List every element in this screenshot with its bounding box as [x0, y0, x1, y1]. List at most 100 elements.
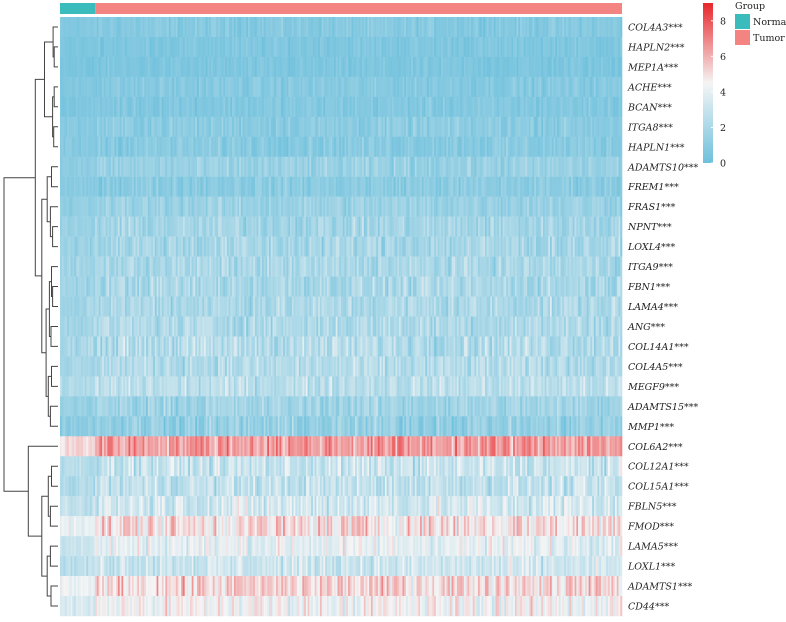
heatmap-cell	[326, 236, 330, 257]
heatmap-cell	[413, 156, 416, 177]
heatmap-cell	[216, 17, 219, 38]
heatmap-cell	[147, 17, 150, 38]
heatmap-cell	[328, 56, 331, 78]
heatmap-cell	[223, 316, 226, 337]
heatmap-cell	[261, 276, 265, 297]
heatmap-cell	[147, 96, 150, 118]
heatmap-cell	[337, 196, 340, 217]
heatmap-cell	[314, 96, 317, 118]
heatmap-cell	[70, 256, 73, 277]
heatmap-cell	[158, 196, 161, 217]
heatmap-cell	[277, 116, 280, 137]
heatmap-cell	[372, 196, 375, 217]
heatmap-cell	[379, 36, 382, 58]
heatmap-cell	[267, 276, 270, 297]
heatmap-cell	[251, 136, 254, 157]
heatmap-cell	[414, 96, 417, 118]
heatmap-cell	[488, 36, 491, 58]
heatmap-cell	[349, 156, 352, 177]
heatmap-cell	[383, 296, 386, 317]
heatmap-cell	[579, 176, 582, 197]
heatmap-cell	[65, 196, 68, 217]
heatmap-cell	[244, 236, 247, 257]
heatmap-cell	[65, 236, 68, 257]
heatmap-cell	[147, 136, 150, 157]
heatmap-cell	[393, 256, 396, 277]
heatmap-cell	[154, 256, 157, 277]
heatmap-cell	[611, 196, 614, 217]
heatmap-cell	[110, 196, 113, 217]
heatmap-cell	[228, 76, 231, 98]
heatmap-cell	[376, 56, 379, 78]
heatmap-cell	[239, 156, 242, 177]
heatmap-cell	[286, 176, 289, 197]
heatmap-cell	[597, 236, 600, 257]
heatmap-cell	[551, 196, 554, 217]
heatmap-cell	[604, 296, 607, 317]
heatmap-cell	[463, 36, 466, 58]
heatmap-cell	[518, 276, 521, 297]
heatmap-cell	[593, 36, 596, 58]
heatmap-cell	[67, 196, 70, 217]
heatmap-cell	[377, 276, 380, 297]
heatmap-cell	[316, 196, 319, 217]
heatmap-cell	[495, 156, 498, 177]
heatmap-cell	[123, 176, 126, 197]
heatmap-cell	[571, 236, 574, 257]
heatmap-cell	[356, 176, 359, 197]
heatmap-cell	[462, 76, 465, 98]
heatmap-cell	[560, 296, 563, 317]
heatmap-cell	[579, 116, 582, 137]
heatmap-cell	[258, 196, 261, 217]
heatmap-cell	[376, 216, 379, 237]
heatmap-cell	[218, 196, 221, 217]
heatmap-cell	[356, 96, 359, 118]
heatmap-cell	[356, 136, 359, 157]
heatmap-cell	[428, 56, 431, 78]
heatmap-cell	[311, 56, 314, 78]
heatmap-cell	[290, 36, 293, 58]
heatmap-cell	[462, 236, 465, 257]
heatmap-cell	[381, 116, 384, 137]
heatmap-cell	[233, 116, 236, 137]
heatmap-cell	[258, 116, 261, 137]
heatmap-cell	[249, 17, 252, 38]
heatmap-cell	[458, 96, 461, 118]
heatmap-cell	[276, 256, 279, 277]
heatmap-cell	[298, 236, 301, 257]
heatmap-cell	[82, 236, 85, 257]
heatmap-cell	[414, 196, 417, 217]
heatmap-cell	[228, 36, 231, 58]
heatmap-cell	[126, 296, 129, 317]
heatmap-cell	[272, 136, 275, 157]
heatmap-cell	[456, 36, 459, 58]
heatmap-cell	[339, 196, 342, 217]
heatmap-cell	[235, 116, 238, 137]
heatmap-cell	[509, 116, 512, 137]
heatmap-cell	[493, 156, 496, 177]
heatmap-cell	[593, 236, 596, 257]
heatmap-cell	[314, 116, 317, 137]
heatmap-cell	[349, 196, 352, 217]
heatmap-cell	[590, 36, 593, 58]
heatmap-cell	[539, 196, 542, 217]
heatmap-cell	[416, 196, 419, 217]
heatmap-cell	[119, 176, 122, 197]
heatmap-cell	[91, 136, 94, 157]
heatmap-cell	[103, 196, 106, 217]
heatmap-cell	[420, 276, 423, 297]
heatmap-cell	[548, 256, 551, 277]
heatmap-cell	[606, 276, 609, 297]
heatmap-cell	[474, 216, 477, 237]
heatmap-cell	[96, 156, 99, 177]
heatmap-cell	[421, 216, 424, 237]
heatmap-cell	[290, 76, 293, 98]
heatmap-cell	[309, 116, 312, 137]
heatmap-cell	[149, 196, 152, 217]
heatmap-cell	[562, 96, 565, 118]
heatmap-cell	[191, 296, 194, 317]
heatmap-cell	[139, 316, 142, 337]
heatmap-cell	[525, 216, 528, 237]
heatmap-cell	[237, 296, 240, 317]
heatmap-cell	[409, 136, 412, 157]
